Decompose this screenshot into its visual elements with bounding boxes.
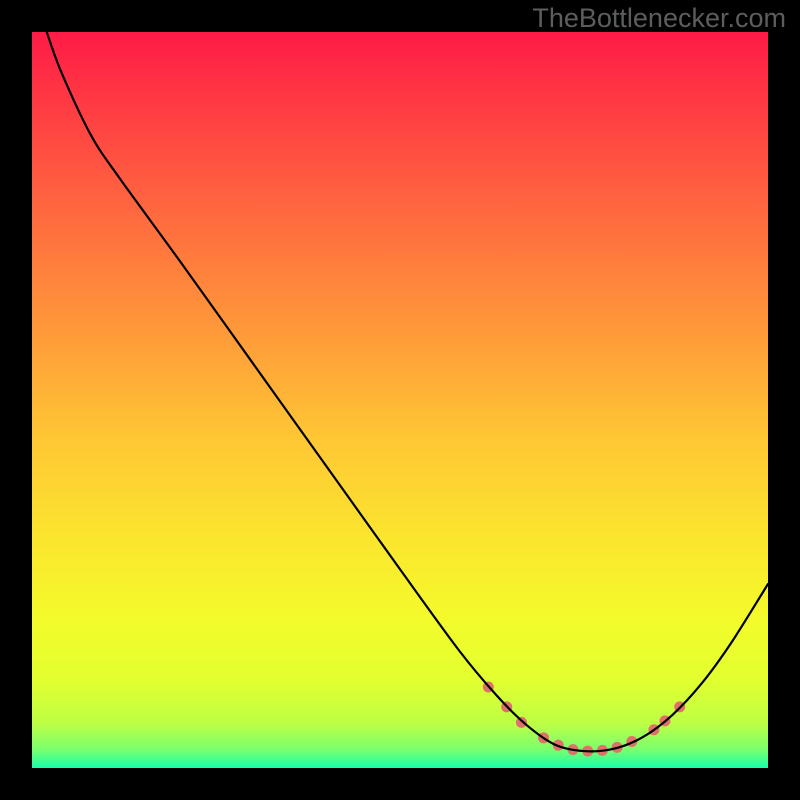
plot-area [32, 32, 768, 768]
chart-container: { "watermark": { "text": "TheBottlenecke… [0, 0, 800, 800]
watermark-text: TheBottlenecker.com [532, 3, 786, 34]
curve-layer [32, 32, 768, 768]
main-curve [47, 32, 768, 751]
dots-group [483, 682, 685, 757]
